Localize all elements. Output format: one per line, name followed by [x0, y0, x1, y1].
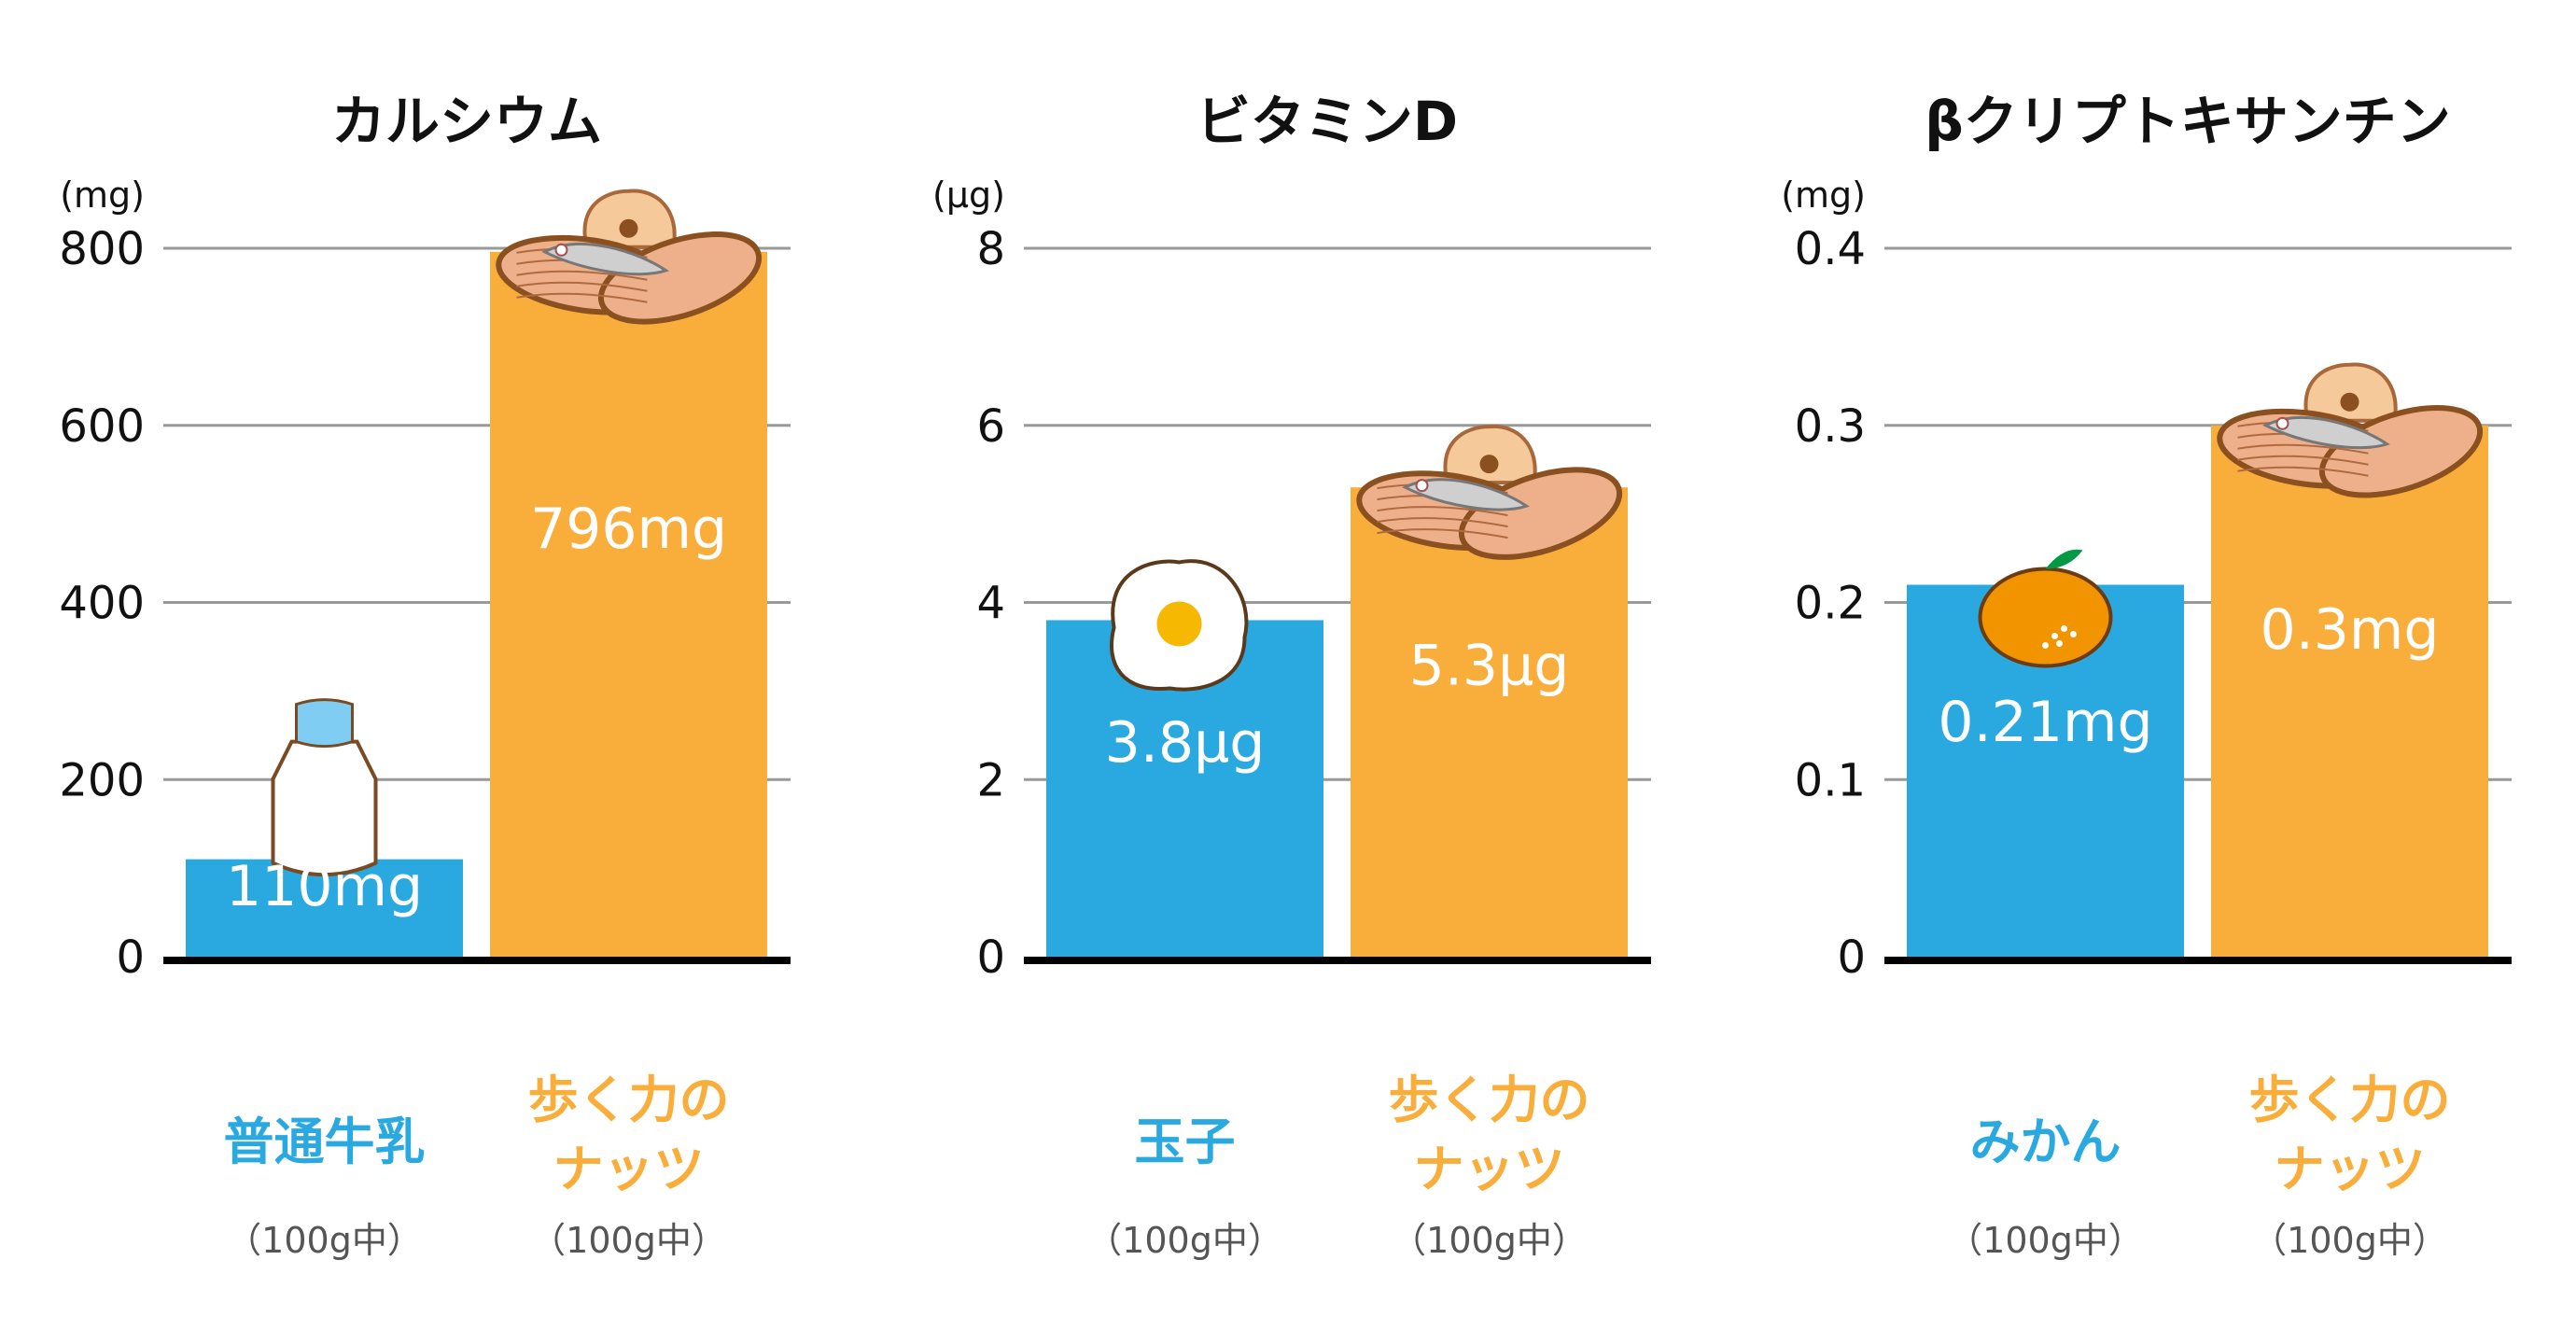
mandarin-dot — [2051, 633, 2058, 640]
mandarin-body — [1978, 567, 2113, 668]
mandarin-leaf — [2045, 549, 2083, 569]
hazelnut-spot — [1479, 455, 1499, 474]
bottle-cap — [295, 698, 354, 749]
almond-texture — [516, 292, 648, 303]
y-tick-label: 0 — [1837, 931, 1866, 984]
small-fish — [1402, 478, 1530, 511]
fried-egg-icon — [1110, 559, 1249, 692]
y-tick-label: 4 — [976, 578, 1005, 630]
y-axis-unit: (μg) — [932, 175, 1005, 216]
almond-texture — [516, 281, 648, 292]
nuts-and-fish-icon — [496, 189, 763, 325]
hazelnut-shape — [582, 189, 677, 249]
fish-eye — [2275, 416, 2289, 430]
y-tick-label: 0.1 — [1795, 754, 1866, 806]
y-tick-label: 400 — [59, 578, 145, 630]
mandarin-dot — [2070, 631, 2077, 638]
y-tick-label: 200 — [59, 754, 145, 806]
hazelnut-shape — [1443, 424, 1537, 485]
category-sub-label: （100g中） — [2251, 1220, 2448, 1261]
mandarin-dot — [2061, 625, 2067, 633]
almond-texture — [1377, 528, 1508, 539]
category-label: ナッツ — [2275, 1140, 2426, 1198]
bar-value-label: 0.3mg — [2261, 597, 2440, 663]
bar-value-label: 3.8μg — [1105, 710, 1266, 776]
y-tick-label: 0.3 — [1795, 400, 1866, 453]
almond-texture — [516, 270, 648, 281]
category-label: ナッツ — [1414, 1140, 1565, 1198]
category-label: 歩く力の — [528, 1071, 730, 1129]
small-fish — [541, 243, 669, 276]
category-sub-label: （100g中） — [530, 1220, 727, 1261]
y-tick-label: 600 — [59, 400, 145, 453]
almond-texture — [1377, 506, 1508, 517]
category-label: 歩く力の — [1389, 1071, 1590, 1129]
fish-eye — [554, 243, 568, 257]
nuts-and-fish-icon — [1356, 424, 1623, 560]
bar-value-label: 110mg — [226, 854, 423, 919]
category-sub-label: （100g中） — [1391, 1220, 1588, 1261]
chart-title: ビタミンD — [1197, 90, 1458, 153]
category-label: 歩く力の — [2249, 1071, 2451, 1129]
hazelnut-spot — [619, 218, 638, 238]
bar-value-label: 5.3μg — [1409, 633, 1570, 698]
y-tick-label: 0.4 — [1795, 223, 1866, 275]
chart-panel: カルシウム (mg) 0 200 400 600 800 110mg 普通牛乳 （100g中） 79… — [59, 90, 791, 1261]
egg-yolk — [1156, 601, 1202, 647]
y-tick-label: 8 — [976, 223, 1005, 275]
almond-texture — [1377, 517, 1508, 528]
small-fish — [2262, 415, 2390, 450]
chart-panel: βクリプトキサンチン (mg) 0 0.1 0.2 0.3 0.4 0.21mg みかん （100… — [1781, 90, 2512, 1261]
hazelnut-shape — [2303, 362, 2398, 423]
y-tick-label: 800 — [59, 223, 145, 275]
category-label: 普通牛乳 — [224, 1113, 426, 1171]
bar-value-label: 796mg — [530, 497, 727, 562]
category-sub-label: （100g中） — [226, 1220, 423, 1261]
bar — [490, 251, 767, 957]
y-axis-unit: (mg) — [1781, 175, 1866, 216]
category-label: ナッツ — [553, 1140, 705, 1198]
bottle-body — [271, 739, 378, 877]
milk-bottle-icon — [271, 698, 378, 877]
almond-texture — [2237, 443, 2369, 455]
hazelnut-spot — [2340, 392, 2359, 412]
mandarin-orange-icon — [1978, 549, 2113, 668]
category-sub-label: （100g中） — [1947, 1220, 2144, 1261]
category-label: みかん — [1970, 1113, 2121, 1171]
bar — [2211, 425, 2488, 957]
y-tick-label: 2 — [976, 754, 1005, 806]
y-tick-label: 0 — [976, 931, 1005, 984]
mandarin-dot — [2042, 642, 2049, 650]
almond-texture — [2237, 466, 2369, 477]
y-axis-unit: (mg) — [60, 175, 145, 216]
almond-texture — [2237, 455, 2369, 466]
bar — [1351, 487, 1628, 957]
chart-title: βクリプトキサンチン — [1925, 90, 2451, 153]
fish-eye — [1415, 479, 1429, 493]
y-tick-label: 0.2 — [1795, 578, 1866, 630]
y-tick-label: 6 — [976, 400, 1005, 453]
nuts-and-fish-icon — [2217, 362, 2484, 498]
mandarin-dot — [2056, 640, 2063, 648]
bar-value-label: 0.21mg — [1938, 690, 2152, 755]
y-tick-label: 0 — [116, 931, 145, 984]
category-label: 玉子 — [1135, 1113, 1236, 1171]
category-sub-label: （100g中） — [1086, 1220, 1283, 1261]
chart-title: カルシウム — [331, 90, 602, 153]
chart-panel: ビタミンD (μg) 0 2 4 6 8 3.8μg 玉子 （100g中） 5.3μg 歩く力のナッツ… — [932, 90, 1651, 1261]
